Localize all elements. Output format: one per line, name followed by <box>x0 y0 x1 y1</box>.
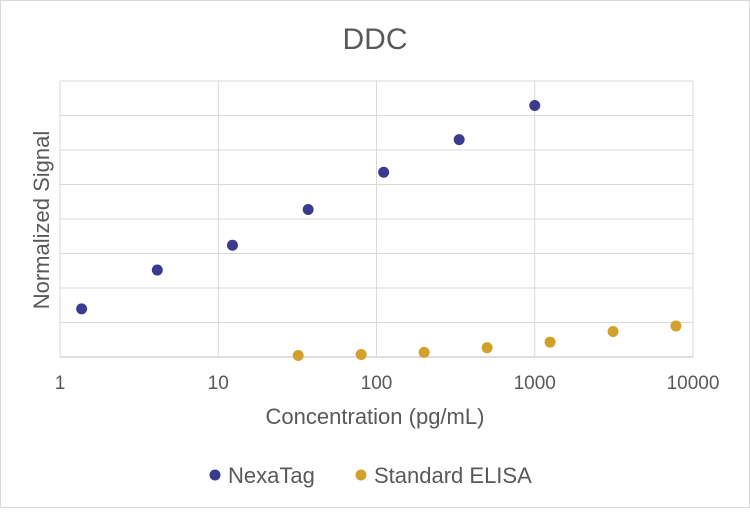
data-points <box>76 99 682 361</box>
elisa-point <box>481 342 493 354</box>
nexatag-point <box>76 303 88 315</box>
nexatag-point <box>378 166 390 178</box>
x-tick-label: 1 <box>55 373 66 394</box>
nexatag-point <box>453 134 465 146</box>
x-tick-label: 1000 <box>514 373 556 394</box>
elisa-point <box>670 320 682 332</box>
x-tick-label: 10 <box>208 373 229 394</box>
y-axis-label: Normalized Signal <box>29 131 54 310</box>
nexatag-point <box>151 264 163 276</box>
nexatag-point <box>226 239 238 251</box>
nexatag-point <box>302 204 314 216</box>
x-tick-label: 100 <box>361 373 393 394</box>
elisa-point <box>544 336 556 348</box>
elisa-point <box>292 349 304 361</box>
x-tick-labels: 1 10 100 1000 10000 <box>55 373 720 394</box>
elisa-point <box>418 346 430 358</box>
legend-label: Standard ELISA <box>374 463 532 488</box>
x-tick-label: 10000 <box>667 373 720 394</box>
legend-marker <box>209 469 221 481</box>
elisa-point <box>607 326 619 338</box>
chart-title: DDC <box>343 23 408 56</box>
legend-marker <box>355 469 367 481</box>
legend-label: NexaTag <box>228 463 315 488</box>
nexatag-point <box>529 99 541 111</box>
x-axis-label: Concentration (pg/mL) <box>266 404 485 429</box>
grid-lines <box>59 80 694 358</box>
elisa-point <box>355 349 367 361</box>
legend: NexaTag Standard ELISA <box>209 463 532 488</box>
